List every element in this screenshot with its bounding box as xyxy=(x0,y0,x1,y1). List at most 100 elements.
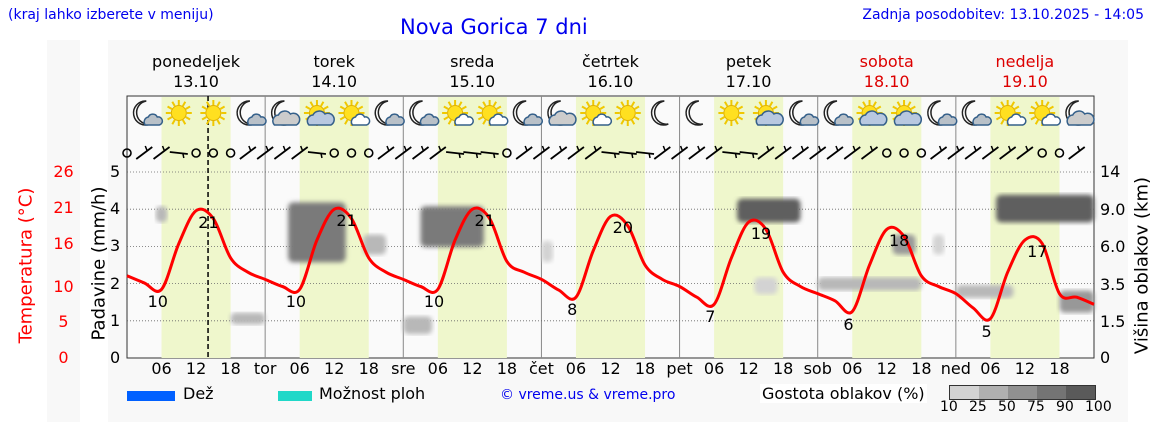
density-tick: 50 xyxy=(998,399,1016,415)
calm-circle xyxy=(899,148,909,158)
barb-shaft xyxy=(239,146,257,160)
density-swatch xyxy=(979,386,1008,399)
barb xyxy=(697,145,701,152)
showers-legend-label: Možnost ploh xyxy=(319,384,426,403)
rain-legend-swatch xyxy=(127,391,175,401)
wind-barb-icon xyxy=(653,145,671,160)
barb xyxy=(282,145,287,152)
calm-circle xyxy=(363,148,374,158)
barb xyxy=(973,145,977,152)
temperature-label: 17 xyxy=(1027,242,1048,262)
sun-ray xyxy=(719,116,725,121)
sun-ray xyxy=(1045,101,1050,107)
sun-ray xyxy=(496,105,502,110)
barb-shaft xyxy=(722,151,741,155)
calm-circle xyxy=(122,148,132,158)
cloud-shape xyxy=(419,113,440,126)
barb-shaft xyxy=(947,146,965,160)
cloud-height-tick: 1.5 xyxy=(1100,312,1126,331)
wind-barb-icon xyxy=(394,145,412,160)
barb-shaft xyxy=(377,146,395,160)
wind-barb-icon xyxy=(843,145,861,160)
day-abbr-tick: sob xyxy=(803,359,832,378)
day-date-5: 18.10 xyxy=(863,72,910,91)
barb xyxy=(800,145,805,152)
wind-barb-icon xyxy=(412,145,430,160)
cloud-height-tick: 3.5 xyxy=(1100,275,1126,294)
wind-barb-icon xyxy=(860,145,879,160)
barb xyxy=(990,145,995,152)
barb-shaft xyxy=(964,146,982,160)
wind-barb-icon xyxy=(377,145,395,160)
sun-ray xyxy=(344,101,349,107)
calm-circle xyxy=(346,148,357,158)
moon-shape xyxy=(650,100,669,126)
sun-ray xyxy=(620,119,625,125)
hour-tick: 12 xyxy=(462,359,483,378)
wind-barb-icon xyxy=(671,145,689,160)
sun-ray xyxy=(1014,105,1020,110)
day-date-4: 17.10 xyxy=(725,72,772,91)
sun-bigcloud-icon xyxy=(752,100,784,126)
barb-shaft xyxy=(843,146,861,160)
cloud-shape xyxy=(306,110,335,126)
sun-ray xyxy=(581,116,587,121)
page-title: Nova Gorica 7 dni xyxy=(400,15,588,39)
barb-shaft xyxy=(550,146,568,160)
sun-ray xyxy=(599,105,605,110)
day-name-6: nedelja xyxy=(995,52,1055,71)
temperature-tick: 16 xyxy=(53,233,74,253)
sun-ray xyxy=(772,105,778,110)
sun-ray xyxy=(585,101,591,107)
sun-disc xyxy=(723,105,740,121)
last-updated: Zadnja posodobitev: 13.10.2025 - 14:05 xyxy=(862,7,1144,23)
sun-ray xyxy=(896,101,901,107)
precipitation-tick: 5 xyxy=(110,162,121,181)
wind-barb-icon xyxy=(981,145,999,160)
barb xyxy=(492,152,496,159)
wind-barb-icon xyxy=(964,145,982,160)
menu-hint[interactable]: (kraj lahko izberete v meniju) xyxy=(8,7,214,23)
credit-link[interactable]: © vreme.us & vreme.pro xyxy=(500,387,676,403)
barb-shaft xyxy=(618,151,637,155)
day-date-2: 15.10 xyxy=(449,72,496,91)
sun-ray xyxy=(309,101,314,107)
wind-barb-icon xyxy=(480,151,499,159)
day-date-6: 19.10 xyxy=(1001,72,1048,91)
wind-calm-icon xyxy=(899,148,909,158)
cloud-shape xyxy=(523,113,543,126)
sun-icon xyxy=(614,100,641,126)
sun-icon xyxy=(165,100,192,126)
wind-barb-icon xyxy=(705,145,723,160)
barb xyxy=(783,145,787,152)
barb xyxy=(541,145,546,152)
wind-calm-icon xyxy=(916,148,927,158)
sun-ray xyxy=(892,105,898,110)
day-name-0: ponedeljek xyxy=(152,52,240,71)
hour-tick: 06 xyxy=(151,359,172,378)
barb-shaft xyxy=(169,151,188,155)
barb xyxy=(438,145,442,152)
sun-ray xyxy=(734,101,739,107)
sun-ray xyxy=(995,116,1002,121)
sun-ray xyxy=(323,105,329,110)
barb xyxy=(938,145,943,152)
sun-ray xyxy=(443,105,449,110)
barb xyxy=(458,152,461,159)
sun-ray xyxy=(458,101,463,107)
hour-tick: 06 xyxy=(980,359,1001,378)
moon-bigcloud-icon xyxy=(547,100,577,126)
wind-barb-icon xyxy=(930,145,948,160)
density-swatch xyxy=(1037,386,1066,399)
wind-barb-icon xyxy=(256,145,274,160)
sun-ray xyxy=(171,119,176,125)
cloud-shape xyxy=(350,113,371,126)
cloud-shape xyxy=(799,113,820,126)
day-abbr-tick: tor xyxy=(253,359,277,378)
sun-ray xyxy=(1030,105,1036,110)
barb xyxy=(475,152,479,159)
barb xyxy=(161,145,166,152)
sun-ray xyxy=(477,116,484,121)
barb xyxy=(265,145,269,152)
barb xyxy=(386,145,390,152)
